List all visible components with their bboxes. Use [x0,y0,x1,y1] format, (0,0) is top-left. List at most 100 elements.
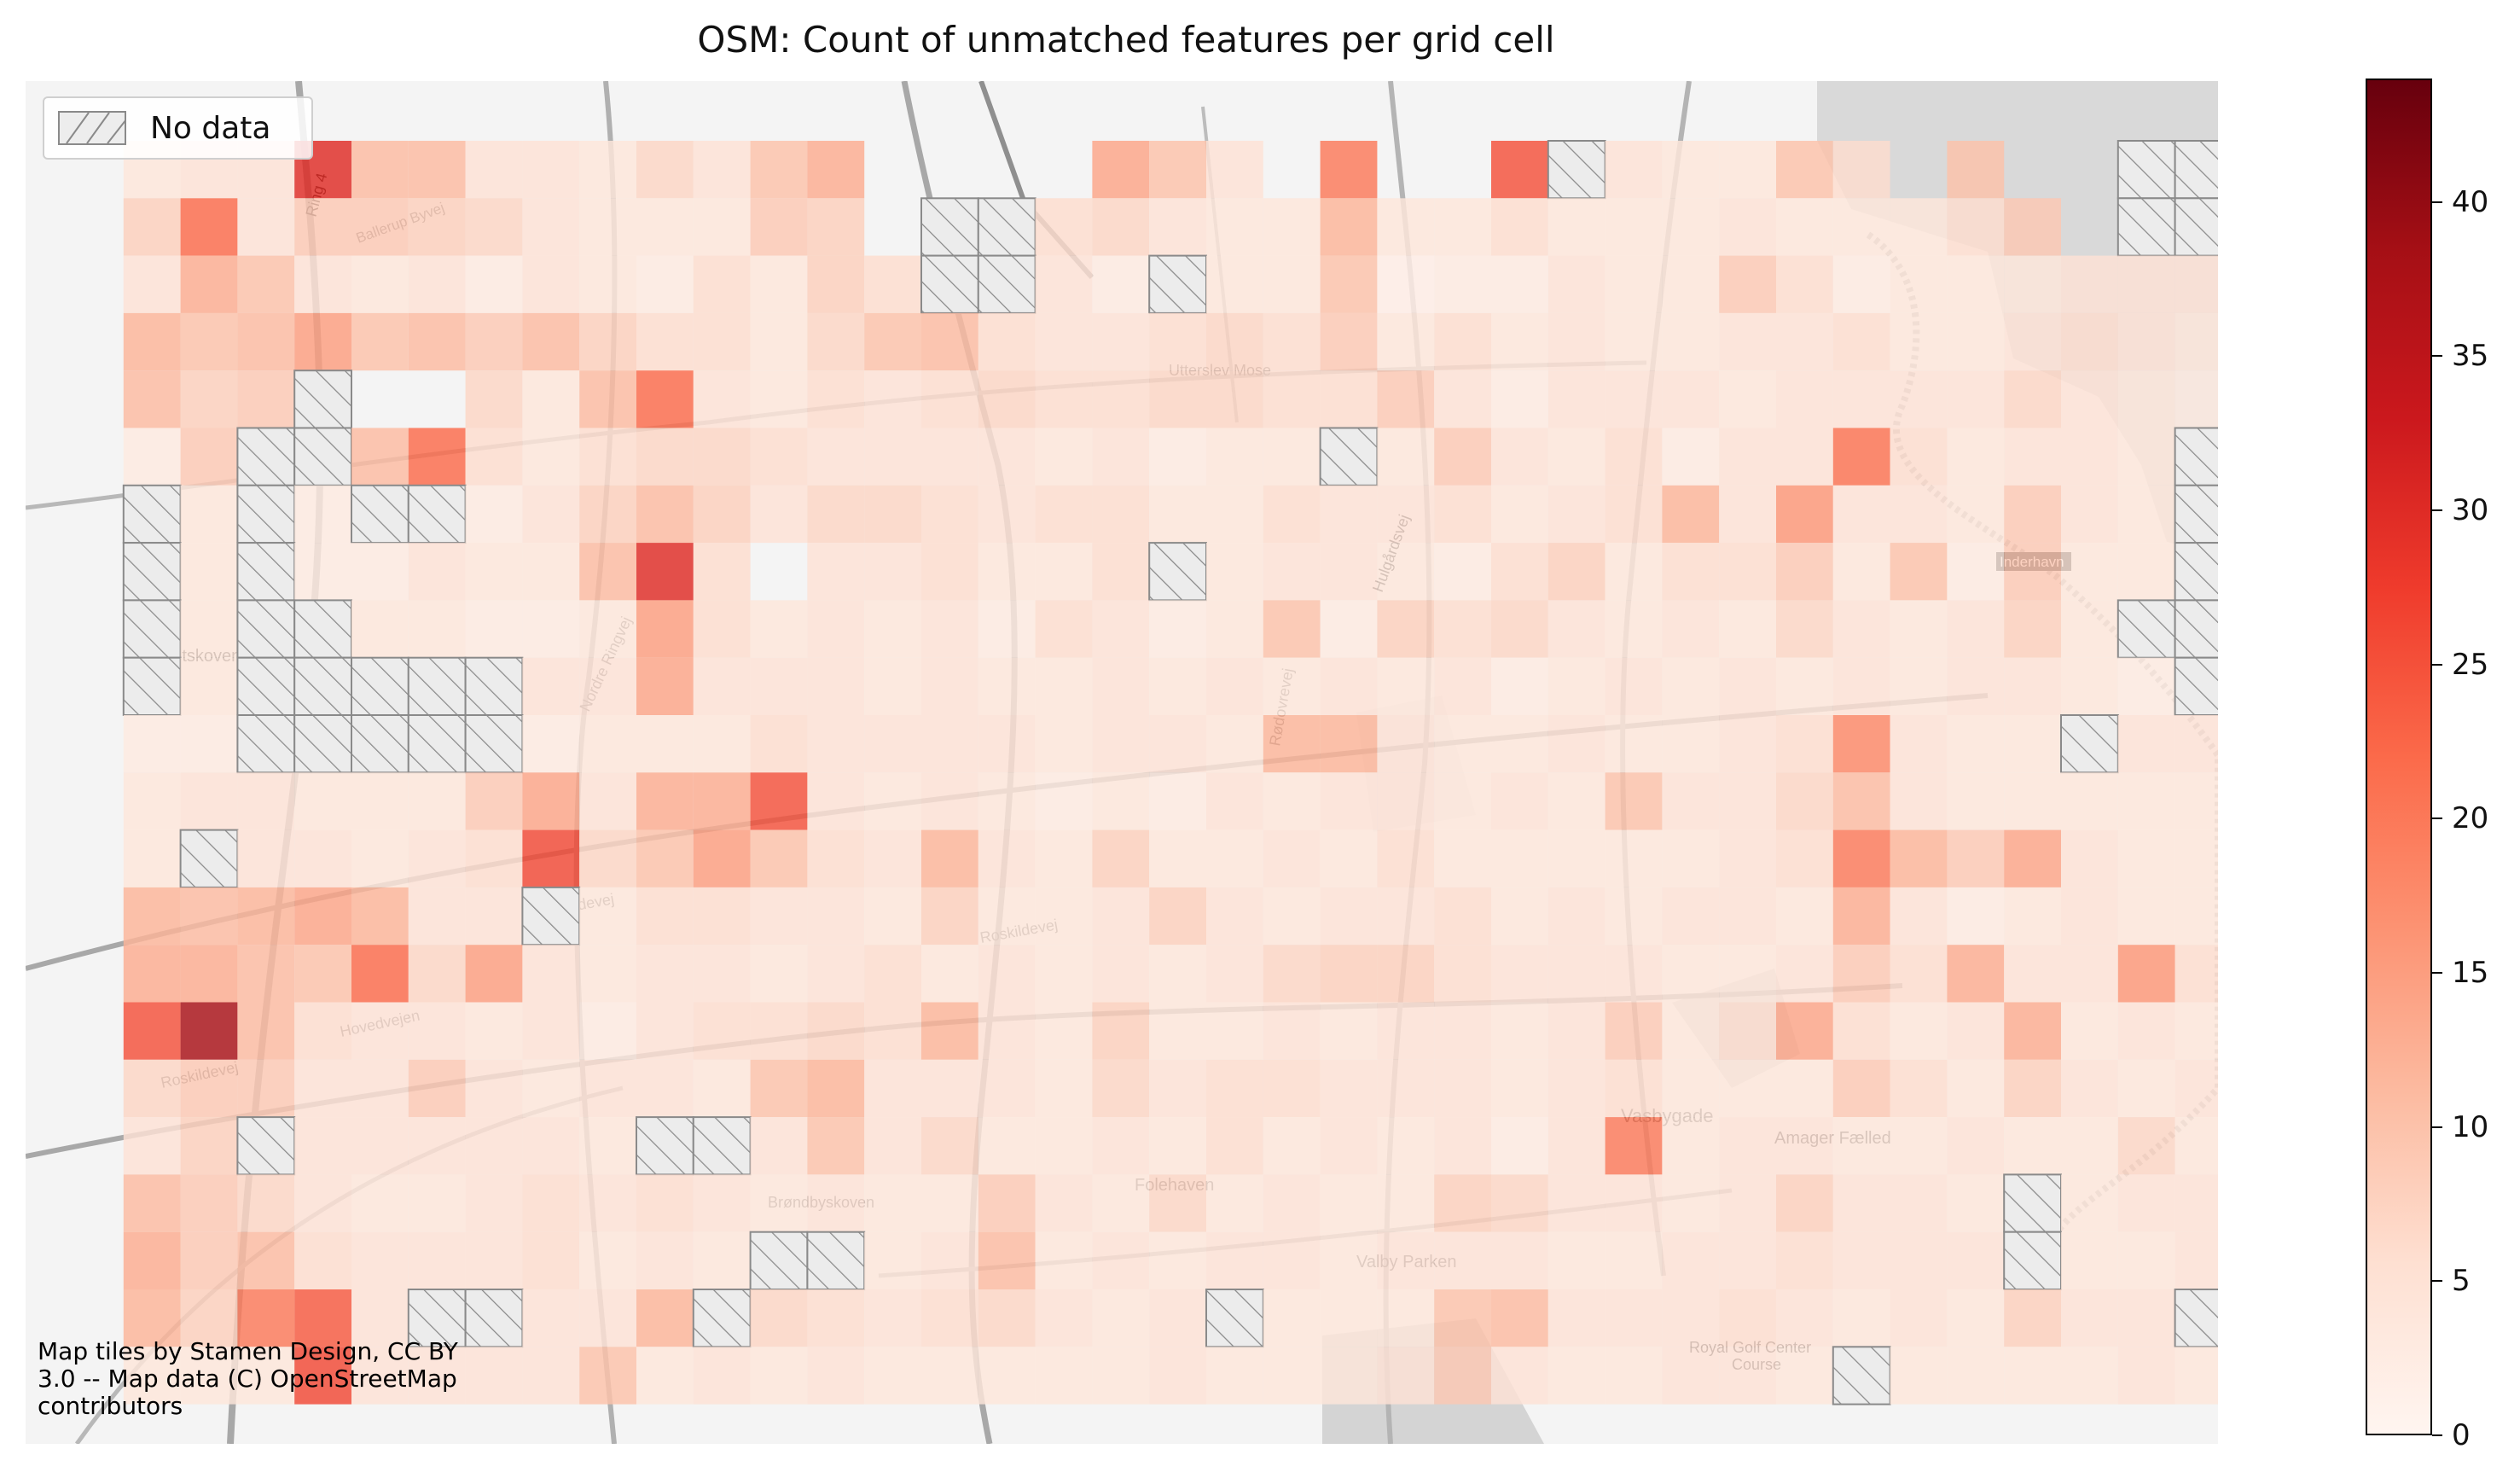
grid-cell [864,428,921,486]
grid-cell [2061,1117,2118,1175]
grid-cell [807,141,865,199]
grid-cell [2175,1059,2218,1118]
grid-cell [978,1059,1036,1118]
grid-cell [2175,1002,2218,1060]
grid-cell [636,255,694,313]
no-data-cell [236,599,296,659]
grid-cell [1832,543,1890,601]
grid-cell [864,543,921,601]
grid-cell [2175,1347,2218,1405]
grid-cell [1434,1289,1491,1347]
grid-cell [1206,887,1263,946]
grid-cell [978,829,1036,887]
grid-cell [579,198,636,256]
grid-cell [351,887,409,946]
grid-cell [1263,600,1321,658]
grid-cell [1320,887,1378,946]
grid-cell [1491,715,1548,773]
no-data-cell [920,254,979,314]
grid-cell [978,1289,1036,1347]
grid-cell [1491,1002,1548,1060]
grid-cell [1491,1174,1548,1232]
grid-cell [921,945,978,1003]
grid-cell [864,1117,921,1175]
grid-cell [123,1059,181,1118]
map-canvas[interactable]: Vestskoven Vestskoven Utterslev Mose Fol… [26,81,2218,1444]
grid-cell [978,1174,1036,1232]
grid-cell [1662,772,1720,830]
grid-cell [1263,945,1321,1003]
grid-cell [1662,1231,1720,1289]
grid-cell [522,198,580,256]
grid-cell [408,945,466,1003]
grid-cell [522,1347,580,1405]
grid-cell [1263,715,1321,773]
grid-cell [750,657,808,715]
grid-cell [237,312,295,371]
no-data-cell [2174,427,2218,486]
grid-cell [1092,428,1150,486]
no-data-cell [293,599,353,659]
grid-cell [1947,198,2005,256]
grid-cell [693,1231,751,1289]
grid-cell [1890,485,1948,544]
grid-cell [1776,485,1833,544]
grid-cell [978,485,1036,544]
grid-cell [2004,772,2061,830]
grid-cell [294,887,351,946]
grid-cell [237,887,295,946]
grid-cell [693,600,751,658]
grid-cell [921,657,978,715]
no-data-cell [1148,254,1207,314]
grid-cell [237,1347,295,1405]
grid-cell [1491,198,1548,256]
grid-cell [1263,370,1321,428]
grid-cell [978,1117,1036,1175]
grid-cell [2004,887,2061,946]
grid-cell [1662,255,1720,313]
no-data-cell [407,656,467,717]
grid-cell [1776,1059,1833,1118]
grid-cell [750,715,808,773]
grid-cell [2117,829,2175,887]
grid-cell [579,657,636,715]
colorbar-tick-label: 40 [2452,184,2489,219]
no-data-cell [2174,599,2218,659]
grid-cell [1434,715,1491,773]
grid-cell [864,255,921,313]
grid-cell [1947,1002,2005,1060]
grid-cell [579,1231,636,1289]
grid-cell [2175,829,2218,887]
grid-cell [237,1174,295,1232]
no-data-cell [1148,542,1207,602]
grid-cell [978,312,1036,371]
grid-cell [1491,370,1548,428]
grid-cell [1263,887,1321,946]
grid-cell [1605,1174,1663,1232]
grid-cell [1434,485,1491,544]
grid-cell [1776,198,1833,256]
grid-cell [579,1117,636,1175]
grid-cell [408,312,466,371]
grid-cell [1547,428,1605,486]
grid-cell [1149,1174,1206,1232]
colorbar-tick-label: 10 [2452,1109,2489,1144]
grid-cell [864,600,921,658]
grid-cell [1890,1289,1948,1347]
grid-cell [1320,198,1378,256]
grid-cell [180,715,238,773]
grid-cell [1149,141,1206,199]
grid-cell [1035,543,1093,601]
grid-cell [1206,428,1263,486]
grid-cell [1776,657,1833,715]
grid-cell [636,543,694,601]
grid-cell [1719,1174,1776,1232]
grid-cell [351,198,409,256]
grid-cell [1605,1117,1663,1175]
grid-cell [750,255,808,313]
grid-cell [978,945,1036,1003]
grid-cell [864,1002,921,1060]
grid-cell [1035,1059,1093,1118]
no-data-cell [2174,656,2218,717]
grid-cell [1662,141,1720,199]
